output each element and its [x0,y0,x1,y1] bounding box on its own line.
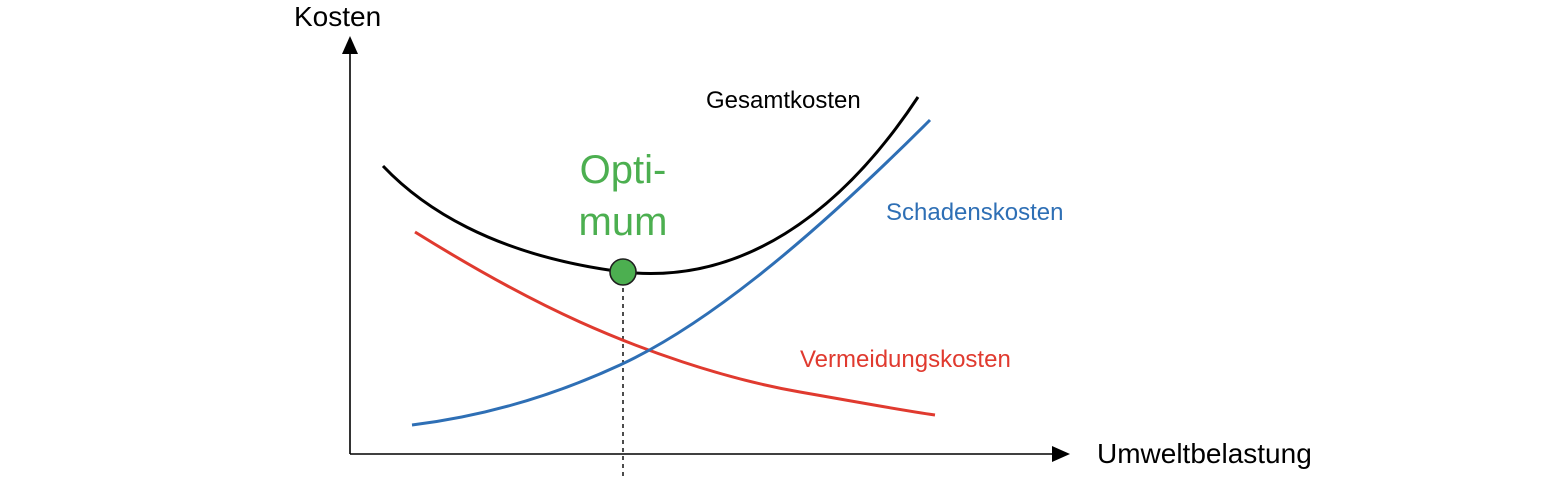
total-cost-label: Gesamtkosten [706,87,861,114]
x-axis-arrowhead [1052,446,1070,462]
optimum-label-line2: mum [579,200,668,244]
y-axis-arrowhead [342,36,358,54]
avoidance-cost-curve [414,230,936,417]
damage-cost-curve [411,118,932,427]
optimum-point [609,258,637,286]
axes [342,36,1070,462]
x-axis-label: Umweltbelastung [1097,438,1312,469]
avoidance-cost-label: Vermeidungskosten [800,346,1011,373]
optimum-label-line1: Opti- [580,148,667,192]
damage-cost-label: Schadenskosten [886,199,1063,226]
y-axis-label: Kosten [294,1,381,32]
